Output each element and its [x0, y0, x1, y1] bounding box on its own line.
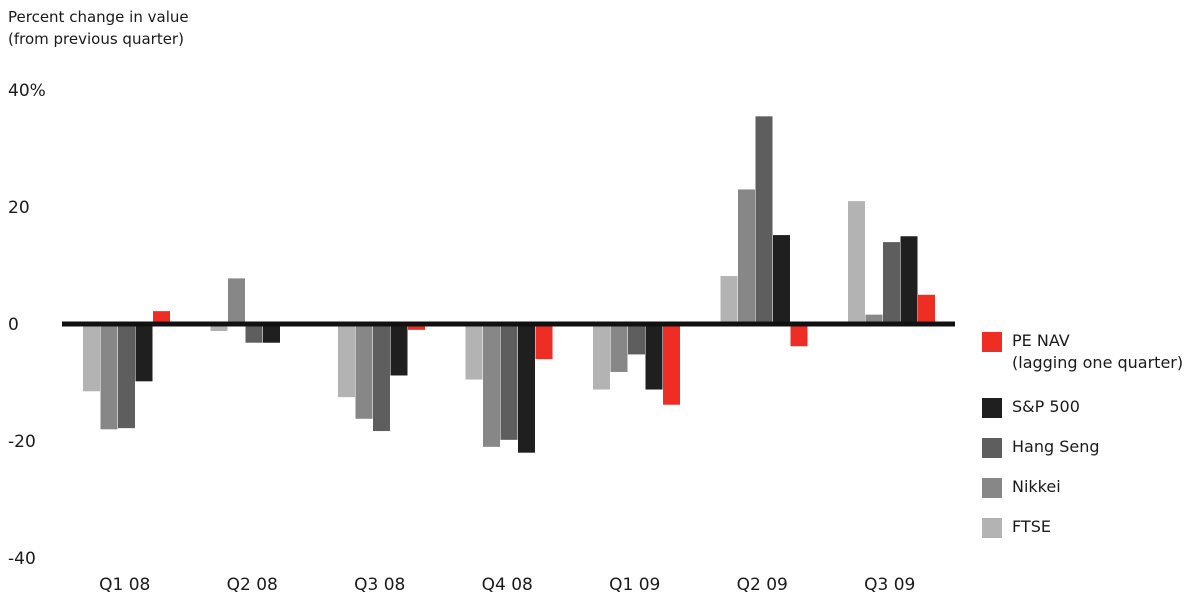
bar-ftse-q2-08 — [210, 324, 228, 332]
legend-swatch-nikkei — [982, 478, 1002, 498]
y-axis-ticks: 40% 20 0 -20 -40 — [8, 81, 46, 569]
legend-label-ftse: FTSE — [1012, 517, 1051, 536]
bar-pe-nav-q3-08 — [408, 324, 425, 330]
bar-pe-nav-q3-09 — [918, 294, 935, 324]
bar-sp-500-q3-09 — [900, 236, 918, 324]
legend-label-pe-nav: PE NAV — [1012, 331, 1070, 350]
bar-nikkei-q2-08 — [228, 278, 245, 324]
bar-nikkei-q3-09 — [865, 314, 883, 324]
legend-swatch-pe-nav — [982, 332, 1002, 352]
bar-hang-seng-q3-08 — [373, 324, 390, 432]
x-tick-label: Q1 08 — [99, 575, 150, 595]
x-tick-label: Q2 08 — [227, 575, 278, 595]
bar-sp-500-q3-08 — [390, 324, 408, 376]
bar-nikkei-q1-09 — [610, 324, 628, 372]
bar-sp-500-q1-08 — [135, 324, 153, 382]
x-axis-ticks: Q1 08 Q2 08 Q3 08 Q4 08 Q1 09 Q2 09 Q3 09 — [99, 575, 915, 595]
legend-label-sp500: S&P 500 — [1012, 397, 1080, 416]
bar-pe-nav-q2-09 — [790, 324, 808, 347]
bars — [83, 116, 935, 453]
y-axis-title-line-1: Percent change in value — [8, 8, 189, 26]
legend-item-ftse: FTSE — [982, 516, 1187, 556]
y-axis-title-line-2: (from previous quarter) — [8, 30, 184, 48]
bar-hang-seng-q2-08 — [245, 324, 263, 343]
bar-nikkei-q4-08 — [483, 324, 500, 447]
bar-nikkei-q3-08 — [355, 324, 373, 419]
legend-item-hang-seng: Hang Seng — [982, 436, 1187, 476]
bar-pe-nav-q4-08 — [535, 324, 553, 360]
legend-label-pe-nav-note: (lagging one quarter) — [1012, 353, 1184, 372]
bar-nikkei-q2-09 — [738, 189, 755, 324]
bar-ftse-q1-09 — [593, 324, 610, 390]
bar-hang-seng-q2-09 — [755, 116, 773, 324]
legend-swatch-ftse — [982, 518, 1002, 538]
y-tick-label: 20 — [8, 198, 30, 218]
x-tick-label: Q4 08 — [482, 575, 533, 595]
bar-hang-seng-q4-08 — [500, 324, 518, 440]
legend-swatch-sp500 — [982, 398, 1002, 418]
legend-label-nikkei: Nikkei — [1012, 477, 1061, 496]
y-tick-label: -40 — [8, 549, 36, 569]
bar-sp-500-q2-09 — [773, 235, 790, 324]
bar-pe-nav-q1-08 — [153, 311, 170, 324]
y-tick-label: 0 — [8, 315, 19, 335]
y-tick-label: 40% — [8, 81, 46, 101]
legend-item-nikkei: Nikkei — [982, 476, 1187, 516]
bar-hang-seng-q1-08 — [118, 324, 135, 429]
x-tick-label: Q3 08 — [354, 575, 405, 595]
bar-sp-500-q2-08 — [263, 324, 280, 343]
x-tick-label: Q3 09 — [864, 575, 915, 595]
bar-ftse-q1-08 — [83, 324, 100, 392]
bar-sp-500-q4-08 — [518, 324, 535, 453]
x-tick-label: Q2 09 — [737, 575, 788, 595]
bar-pe-nav-q1-09 — [663, 324, 680, 405]
legend-item-sp500: S&P 500 — [982, 396, 1187, 436]
bar-nikkei-q1-08 — [100, 324, 118, 430]
legend-label-hang-seng: Hang Seng — [1012, 437, 1100, 456]
bar-sp-500-q1-09 — [645, 324, 663, 390]
bar-ftse-q2-09 — [720, 276, 738, 324]
legend-swatch-hang-seng — [982, 438, 1002, 458]
bar-hang-seng-q3-09 — [883, 242, 900, 324]
bar-hang-seng-q1-09 — [628, 324, 645, 355]
bar-ftse-q4-08 — [465, 324, 483, 380]
legend: PE NAV (lagging one quarter) S&P 500 Han… — [982, 330, 1187, 556]
y-tick-label: -20 — [8, 432, 36, 452]
bar-ftse-q3-08 — [338, 324, 355, 398]
x-tick-label: Q1 09 — [609, 575, 660, 595]
legend-item-pe-nav: PE NAV (lagging one quarter) — [982, 330, 1187, 396]
bar-ftse-q3-09 — [848, 201, 865, 324]
